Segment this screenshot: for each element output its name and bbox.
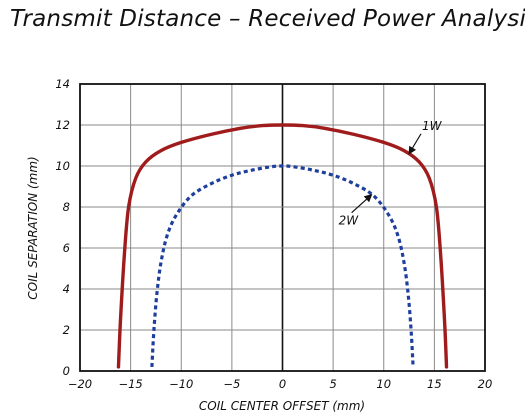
y-tick-label: 2 xyxy=(63,323,70,337)
y-tick-label: 10 xyxy=(55,159,70,173)
x-tick-label: 20 xyxy=(478,377,493,391)
x-tick-label: 0 xyxy=(279,377,286,391)
y-tick-label: 0 xyxy=(63,364,70,378)
x-tick-label: −5 xyxy=(223,377,240,391)
series-label: 2W xyxy=(339,214,360,228)
series-line-2w xyxy=(150,164,415,367)
plot-frame xyxy=(79,83,486,372)
y-tick-label: 8 xyxy=(63,200,70,214)
x-tick-label: −10 xyxy=(169,377,193,391)
x-axis-label: COIL CENTER OFFSET (mm) xyxy=(199,399,365,413)
y-axis-label: COIL SEPARATION (mm) xyxy=(26,156,40,299)
x-tick-label: 10 xyxy=(376,377,391,391)
y-tick-label: 4 xyxy=(63,282,70,296)
x-tick-label: −15 xyxy=(118,377,142,391)
y-tick-label: 6 xyxy=(63,241,70,255)
x-tick-label: −20 xyxy=(68,377,92,391)
y-tick-label: 14 xyxy=(55,77,70,91)
series-label-arrow xyxy=(408,133,422,155)
y-tick-label: 12 xyxy=(55,118,70,132)
series-label-arrow xyxy=(351,193,373,214)
series-label: 1W xyxy=(422,119,443,133)
x-tick-label: 5 xyxy=(329,377,336,391)
series-line-1w xyxy=(116,123,449,369)
x-tick-label: 15 xyxy=(427,377,442,391)
chart-title: Transmit Distance – Received Power Analy… xyxy=(10,6,525,32)
